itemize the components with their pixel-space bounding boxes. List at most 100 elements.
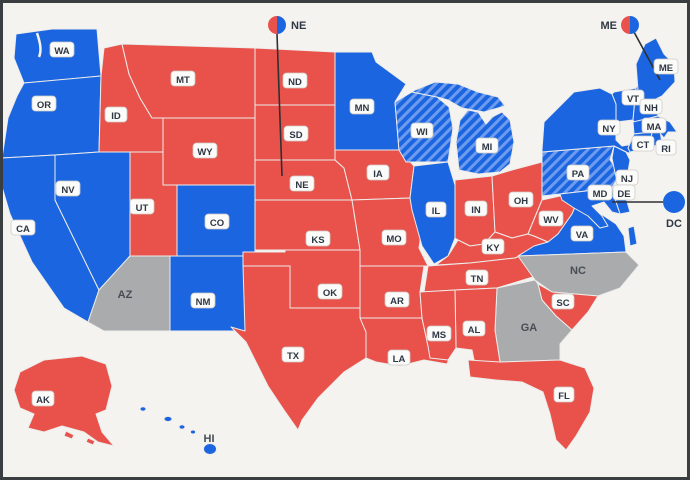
state-label-NJ: NJ <box>615 169 639 186</box>
puget-sound <box>35 32 42 58</box>
state-label-NC: NC <box>570 265 586 277</box>
svg-text:WY: WY <box>197 147 213 158</box>
state-label-DE: DE <box>612 184 636 201</box>
svg-text:NJ: NJ <box>621 174 633 185</box>
state-label-MT: MT <box>170 70 196 87</box>
state-label-OH: OH <box>508 191 534 208</box>
svg-text:MS: MS <box>432 330 446 341</box>
state-labels: WA OR CA NV ID MT WY UT CO AZ NM ND SD N… <box>10 41 679 445</box>
state-MI-upper <box>411 81 506 113</box>
svg-text:NY: NY <box>602 124 616 135</box>
state-label-IN: IN <box>464 200 488 217</box>
svg-text:NV: NV <box>61 185 75 196</box>
state-label-AL: AL <box>462 320 486 337</box>
me-callout-marker-right <box>630 16 639 34</box>
svg-text:ID: ID <box>111 111 121 122</box>
svg-text:KY: KY <box>486 243 500 254</box>
state-label-NV: NV <box>55 180 81 197</box>
state-FL <box>467 359 595 451</box>
state-label-IL: IL <box>425 201 447 218</box>
svg-text:ND: ND <box>288 77 302 88</box>
dc-callout-label: DC <box>666 218 682 230</box>
svg-text:KS: KS <box>311 235 324 246</box>
ne-callout-line <box>276 33 283 177</box>
callout-DC: DC <box>612 191 685 230</box>
state-label-MA: MA <box>641 117 667 134</box>
state-AK <box>13 355 115 447</box>
state-label-OK: OK <box>317 283 343 300</box>
svg-text:MT: MT <box>176 75 190 86</box>
state-label-LA: LA <box>387 349 411 366</box>
state-label-WY: WY <box>192 142 218 159</box>
state-NC <box>517 251 640 297</box>
svg-text:SC: SC <box>556 298 569 309</box>
callout-NE: NE <box>268 16 306 177</box>
svg-text:MO: MO <box>386 234 401 245</box>
state-label-HI: HI <box>204 433 215 445</box>
state-label-VT: VT <box>621 89 645 106</box>
state-label-ND: ND <box>282 72 308 89</box>
svg-text:SD: SD <box>289 130 302 141</box>
svg-text:AK: AK <box>36 395 50 406</box>
svg-text:VT: VT <box>627 94 639 105</box>
svg-text:WA: WA <box>54 46 69 57</box>
state-label-MD: MD <box>587 184 613 201</box>
svg-text:WI: WI <box>416 127 428 138</box>
svg-text:CA: CA <box>16 224 30 235</box>
state-label-SC: SC <box>551 293 575 310</box>
ne-callout-marker-right <box>277 16 286 34</box>
ne-callout-marker-left <box>268 16 277 34</box>
state-label-CA: CA <box>10 219 36 236</box>
state-label-UT: UT <box>129 198 155 215</box>
svg-text:IA: IA <box>373 169 383 180</box>
svg-text:NE: NE <box>295 180 308 191</box>
state-AK-island-2 <box>85 437 96 446</box>
state-label-ID: ID <box>104 106 128 123</box>
state-label-MN: MN <box>349 98 375 115</box>
state-label-MO: MO <box>381 229 407 246</box>
svg-text:CT: CT <box>637 140 650 151</box>
state-HI-island-4 <box>189 429 197 435</box>
svg-text:OK: OK <box>323 288 337 299</box>
state-MS <box>419 289 457 361</box>
dc-callout-marker <box>663 191 685 213</box>
svg-text:NH: NH <box>644 103 658 114</box>
svg-text:MN: MN <box>355 103 370 114</box>
state-label-MI: MI <box>475 137 499 154</box>
state-label-AK: AK <box>31 390 55 407</box>
state-label-SD: SD <box>283 125 309 142</box>
state-label-WA: WA <box>49 41 75 58</box>
state-label-CT: CT <box>631 135 655 152</box>
svg-text:IN: IN <box>471 205 481 216</box>
state-label-TX: TX <box>281 346 305 363</box>
svg-text:LA: LA <box>393 354 406 365</box>
state-HI-island-5 <box>203 443 217 455</box>
state-label-NE: NE <box>289 175 315 192</box>
svg-text:UT: UT <box>136 203 149 214</box>
state-label-NH: NH <box>639 98 663 115</box>
state-label-GA: GA <box>521 322 538 334</box>
svg-text:DE: DE <box>617 189 630 200</box>
state-HI-island-3 <box>178 424 186 430</box>
svg-text:VA: VA <box>576 230 589 241</box>
ne-callout-label: NE <box>291 20 306 32</box>
me-callout-label: ME <box>601 20 618 32</box>
svg-text:MA: MA <box>647 122 662 133</box>
state-label-AR: AR <box>384 291 410 308</box>
state-label-ME: ME <box>653 58 679 75</box>
state-label-TN: TN <box>465 269 489 286</box>
state-label-WV: WV <box>538 210 564 227</box>
state-HI-island-1 <box>139 406 147 412</box>
svg-text:AR: AR <box>390 296 404 307</box>
state-label-WI: WI <box>410 122 434 139</box>
state-VA-eastern-shore <box>627 225 638 247</box>
me-callout-marker-left <box>621 16 630 34</box>
state-label-KY: KY <box>481 238 505 255</box>
state-label-IA: IA <box>366 164 390 181</box>
state-label-KS: KS <box>305 230 331 247</box>
state-label-PA: PA <box>566 164 590 181</box>
state-label-MS: MS <box>426 325 452 342</box>
